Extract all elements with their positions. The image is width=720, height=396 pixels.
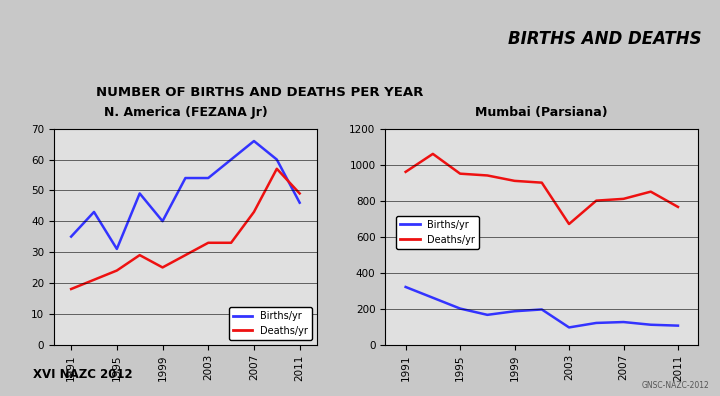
Text: GNSC-NAZC-2012: GNSC-NAZC-2012 [642,381,709,390]
Text: BIRTHS AND DEATHS: BIRTHS AND DEATHS [508,30,702,48]
Text: NUMBER OF BIRTHS AND DEATHS PER YEAR: NUMBER OF BIRTHS AND DEATHS PER YEAR [96,86,423,99]
Text: N. America (FEZANA Jr): N. America (FEZANA Jr) [104,106,267,119]
Legend: Births/yr, Deaths/yr: Births/yr, Deaths/yr [229,307,312,340]
Legend: Births/yr, Deaths/yr: Births/yr, Deaths/yr [396,216,480,249]
Text: XVI NAZC 2012: XVI NAZC 2012 [33,368,132,381]
Text: Mumbai (Parsiana): Mumbai (Parsiana) [475,106,608,119]
